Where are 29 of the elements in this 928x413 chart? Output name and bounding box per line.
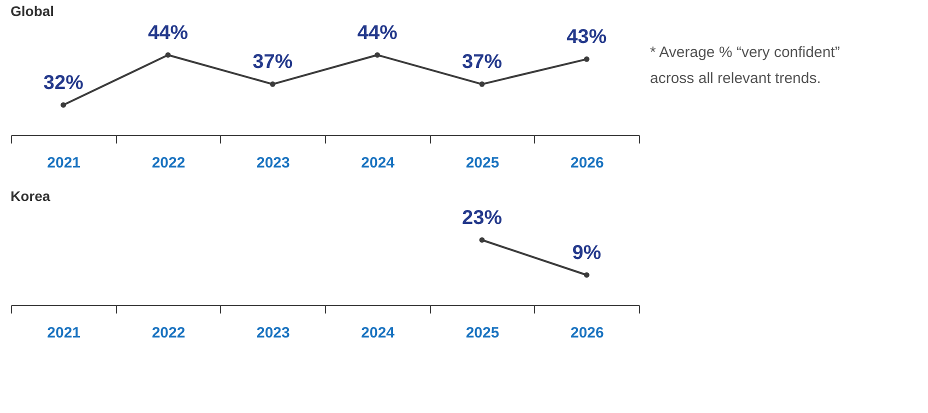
x-tick-label: 2021 xyxy=(47,154,81,172)
point xyxy=(60,102,66,108)
data-label: 43% xyxy=(566,26,607,48)
text: * Average % “very confident” across all relevant trends. xyxy=(650,44,840,87)
data-label: 37% xyxy=(252,51,293,74)
data-label: 9% xyxy=(572,242,602,264)
x-tick-label: 2023 xyxy=(256,324,290,342)
chart-title: Global xyxy=(10,3,54,19)
chart-title: Korea xyxy=(10,188,50,204)
data-label: 44% xyxy=(148,22,188,44)
x-tick-label: 2026 xyxy=(570,154,604,172)
x-tick-label: 2024 xyxy=(361,154,396,172)
x-tick-label: 2023 xyxy=(256,154,290,172)
x-tick-label: 2024 xyxy=(361,324,396,342)
point xyxy=(374,52,380,58)
data-label: 37% xyxy=(462,51,502,74)
x-tick-label: 2025 xyxy=(466,324,500,342)
x-tick-label: 2022 xyxy=(152,324,186,342)
x-tick-label: 2025 xyxy=(466,154,500,172)
point xyxy=(584,56,590,62)
x-tick-label: 2026 xyxy=(570,324,604,342)
x-tick-label: 2021 xyxy=(47,324,81,342)
x-tick-label: 2022 xyxy=(152,154,186,172)
data-label: 23% xyxy=(462,207,502,229)
point xyxy=(165,52,171,58)
data-label: 32% xyxy=(43,72,84,94)
point xyxy=(270,81,276,87)
data-label: 44% xyxy=(357,22,398,44)
point xyxy=(479,81,485,87)
